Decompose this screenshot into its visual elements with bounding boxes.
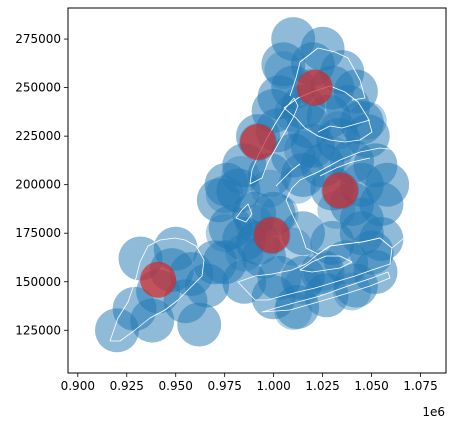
queens-outline xyxy=(285,147,411,255)
x-tick-label-0: 0.900 xyxy=(61,379,95,393)
bronx-shore-detail xyxy=(317,119,371,133)
staten-island-outline xyxy=(109,237,205,342)
centroid-point-1 xyxy=(253,217,290,254)
dark-buffer-circle-20 xyxy=(303,253,342,291)
centroid-point-2 xyxy=(240,124,276,160)
rockaway-outline xyxy=(261,271,391,313)
buffer-circle-55 xyxy=(365,162,410,207)
y-tick-label-2: 175000 xyxy=(15,226,61,240)
y-axis: 125000 150000 175000 200000 225000 250000 2750… xyxy=(15,32,68,337)
dark-buffer-circle-7 xyxy=(284,130,322,169)
buffer-circle-67 xyxy=(333,69,378,114)
jamaica-bay-detail xyxy=(299,255,353,273)
bronx-north-outline xyxy=(289,47,366,101)
buffer-circle-11 xyxy=(169,252,214,296)
harbor-detail xyxy=(235,203,253,223)
buffer-layer xyxy=(95,17,410,353)
buffer-circle-8 xyxy=(177,302,222,347)
buffer-circle-69 xyxy=(286,104,331,149)
borough-boundaries xyxy=(109,47,411,342)
x-offset-label: 1e6 xyxy=(422,405,445,419)
x-axis: 0.900 0.925 0.950 0.975 1.000 1.025 1.050 1.075 xyxy=(61,373,438,393)
dark-buffer-circle-14 xyxy=(205,214,244,253)
x-tick-label-6: 1.050 xyxy=(354,379,388,393)
centroid-point-0 xyxy=(140,261,177,298)
dark-buffer-circle-18 xyxy=(284,266,322,305)
dark-buffer-circle-0 xyxy=(264,51,303,90)
axes-frame xyxy=(67,7,447,374)
dark-buffer-circle-6 xyxy=(313,136,352,175)
x-tick-label-2: 0.950 xyxy=(159,379,193,393)
dark-buffer-circle-19 xyxy=(274,291,313,330)
centroid-point-3 xyxy=(296,69,333,106)
y-tick-label-3: 200000 xyxy=(15,178,61,192)
buffer-circle-40 xyxy=(204,162,249,207)
centroid-layer xyxy=(140,69,359,298)
centroid-point-4 xyxy=(322,172,359,209)
dark-buffer-circle-15 xyxy=(225,233,264,272)
dark-buffer-circle-2 xyxy=(274,93,313,132)
dark-buffer-circle-11 xyxy=(278,165,317,204)
x-tick-label-7: 1.075 xyxy=(403,379,437,393)
east-river-detail xyxy=(275,163,301,187)
y-tick-label-4: 225000 xyxy=(15,129,61,143)
queens-shore-detail xyxy=(319,157,371,177)
dark-buffer-circle-9 xyxy=(205,175,244,214)
dark-buffer-circle-8 xyxy=(221,156,260,194)
plot-area xyxy=(95,17,411,353)
x-tick-label-1: 0.925 xyxy=(110,379,144,393)
x-tick-label-4: 1.000 xyxy=(256,379,290,393)
y-tick-label-0: 125000 xyxy=(15,323,61,337)
y-tick-label-6: 275000 xyxy=(15,32,61,46)
x-tick-label-3: 0.975 xyxy=(208,379,242,393)
y-tick-label-5: 250000 xyxy=(15,81,61,95)
buffer-circle-9 xyxy=(130,298,175,343)
x-tick-label-5: 1.025 xyxy=(305,379,339,393)
y-tick-label-1: 150000 xyxy=(15,275,61,289)
